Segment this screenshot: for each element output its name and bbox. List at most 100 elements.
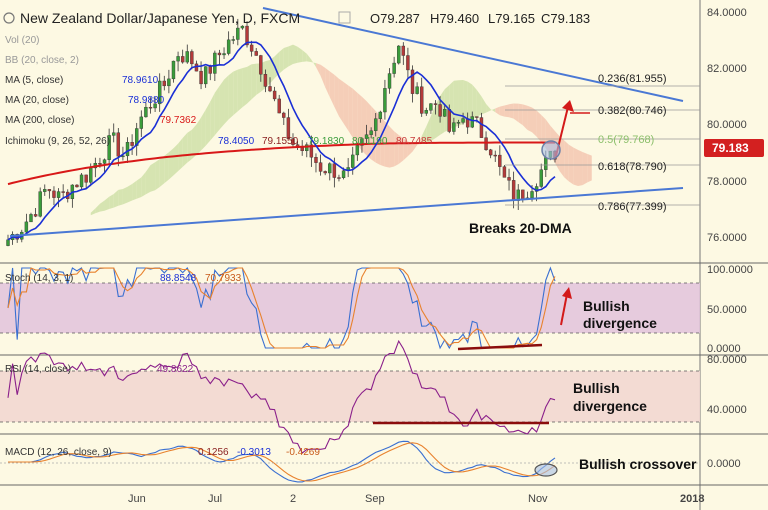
candle-body (98, 163, 102, 165)
candle-body (300, 147, 304, 152)
candle-body (84, 174, 88, 183)
ohlc-close: C79.183 (541, 11, 590, 26)
candle-body (79, 174, 84, 188)
candle-body (369, 130, 373, 135)
legend-ichimoku-v2: 79.1550 (262, 136, 299, 147)
cloud-segment (136, 177, 142, 199)
cloud-segment (463, 80, 468, 124)
eye-toggle-icon[interactable] (338, 11, 351, 24)
cloud-segment (274, 51, 280, 79)
cloud-segment (430, 105, 436, 142)
candle-body (240, 25, 245, 29)
cloud-segment (145, 165, 151, 195)
candle-body (107, 135, 111, 160)
candle-body (180, 56, 185, 63)
macd-crossover-highlight (534, 463, 558, 477)
candle-body (511, 180, 516, 201)
cloud-segment (495, 106, 500, 116)
cloud-segment (490, 108, 496, 113)
cloud-segment (348, 85, 353, 138)
candle-body (351, 154, 355, 168)
candle-body (33, 214, 38, 217)
candle-body (148, 106, 153, 109)
legend-ma5[interactable]: MA (5, close) (5, 75, 63, 86)
legend-stoch[interactable]: Stoch (14, 3, 1) (5, 273, 73, 284)
cloud-segment (196, 117, 202, 155)
cloud-segment (155, 159, 160, 191)
cloud-segment (224, 75, 229, 125)
legend-ichimoku[interactable]: Ichimoku (9, 26, 52, 26) (5, 136, 110, 147)
candle-body (475, 116, 479, 118)
price-tick-84: 84.0000 (707, 7, 747, 19)
cloud-segment (297, 46, 303, 63)
cloud-segment (173, 143, 179, 176)
candle-body (277, 98, 281, 114)
candle-body (199, 70, 203, 85)
price-tick-82: 82.0000 (707, 63, 747, 75)
cloud-segment (343, 81, 349, 131)
legend-ma5-value: 78.9610 (122, 75, 159, 86)
cloud-segment (178, 138, 183, 172)
candle-body (406, 55, 410, 71)
candle-body (305, 144, 309, 152)
candle-body (272, 90, 277, 100)
legend-rsi[interactable]: RSI (14, close) (5, 364, 71, 375)
legend-bb[interactable]: BB (20, close, 2) (5, 55, 79, 66)
cloud-segment (122, 186, 128, 205)
legend-ma200[interactable]: MA (200, close) (5, 115, 74, 126)
legend-macd[interactable]: MACD (12, 26, close, 9) (5, 447, 112, 458)
candle-body (544, 157, 548, 170)
ma200-line (7, 141, 555, 186)
candle-body (226, 39, 231, 54)
legend-macd-v1: 0.1256 (198, 447, 229, 458)
fib-label-0236: 0.236(81.955) (598, 73, 667, 85)
candle-body (498, 154, 502, 167)
cloud-segment (187, 129, 192, 163)
cloud-segment (476, 90, 482, 117)
cloud-segment (527, 105, 533, 133)
cloud-segment (407, 141, 413, 157)
candle-body (383, 88, 387, 113)
cloud-segment (587, 153, 592, 183)
candle-body (185, 51, 189, 63)
candle-body (429, 103, 433, 111)
candle-body (447, 109, 451, 132)
candle-body (102, 159, 107, 164)
legend-vol[interactable]: Vol (20) (5, 35, 39, 46)
candle-body (167, 78, 171, 87)
cloud-segment (509, 103, 514, 119)
candle-body (539, 169, 543, 187)
resistance-trendline (262, 7, 684, 102)
cloud-segment (283, 46, 289, 70)
legend-ma20[interactable]: MA (20, close) (5, 95, 69, 106)
cloud-segment (518, 103, 523, 126)
candle-body (360, 138, 364, 146)
cloud-segment (325, 67, 330, 98)
candle-body (387, 73, 392, 89)
cloud-segment (311, 59, 316, 67)
cloud-segment (242, 66, 248, 108)
cloud-segment (201, 109, 206, 151)
candle-body (364, 134, 369, 139)
x-tick-jun: Jun (128, 493, 146, 505)
candle-body (162, 80, 166, 87)
annotation-stoch-div-1: Bullish (583, 298, 630, 314)
cloud-segment (99, 200, 105, 212)
cloud-segment (247, 64, 252, 104)
stoch-arrow-head (562, 287, 572, 299)
cloud-segment (279, 47, 284, 74)
cloud-segment (453, 80, 459, 128)
cloud-segment (95, 203, 100, 214)
cloud-segment (233, 69, 238, 116)
candle-body (484, 137, 488, 151)
cloud-segment (315, 63, 321, 76)
candle-body (424, 110, 428, 114)
collapse-icon[interactable] (3, 12, 15, 24)
cloud-segment (288, 44, 293, 67)
candle-body (176, 56, 180, 62)
cloud-segment (577, 149, 583, 186)
ohlc-open: O79.287 (370, 11, 420, 26)
candle-body (38, 191, 42, 217)
candle-body (479, 117, 484, 138)
